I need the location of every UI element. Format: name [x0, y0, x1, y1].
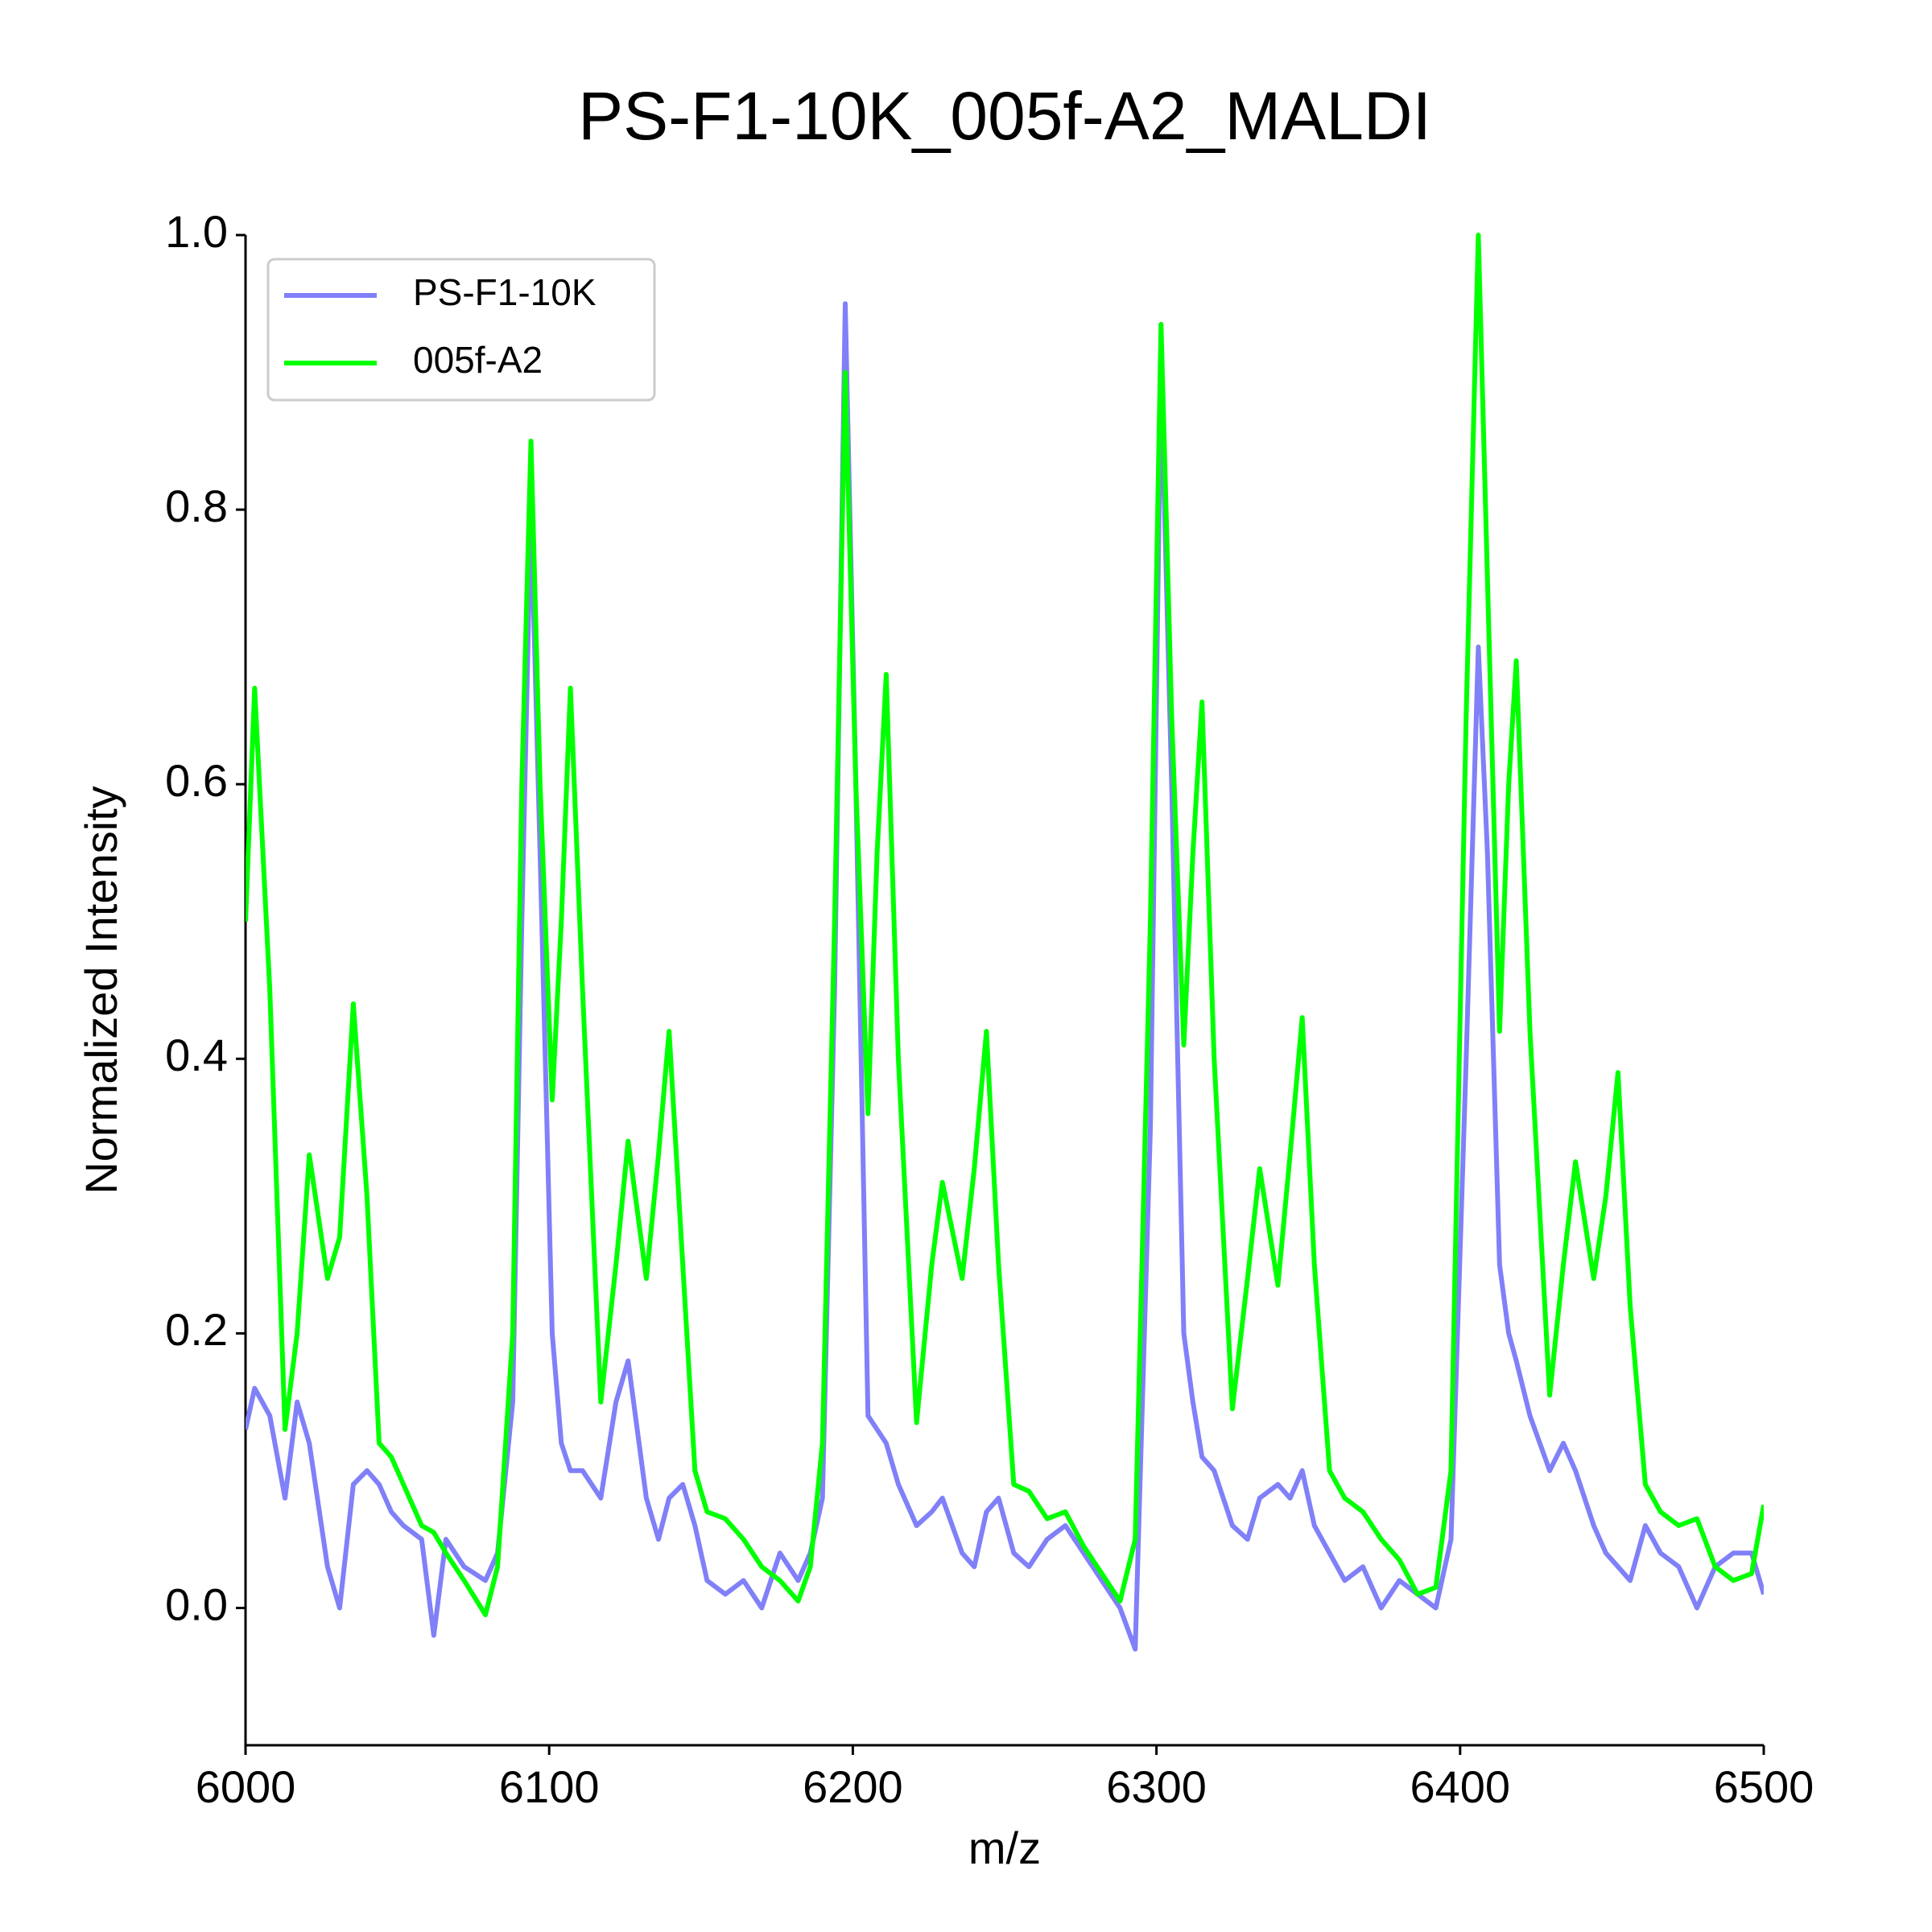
- x-tick-label: 6200: [803, 1761, 903, 1812]
- x-tick-label: 6400: [1410, 1761, 1511, 1812]
- y-axis-label: Normalized Intensity: [76, 786, 126, 1194]
- y-tick-label: 0.8: [165, 481, 228, 531]
- y-tick-label: 1.0: [165, 206, 228, 257]
- x-tick-label: 6000: [196, 1761, 296, 1812]
- legend-label: PS-F1-10K: [413, 271, 597, 313]
- x-tick-label: 6300: [1106, 1761, 1207, 1812]
- y-tick-label: 0.0: [165, 1579, 228, 1629]
- y-tick-label: 0.4: [165, 1030, 228, 1080]
- data-line: [246, 301, 1764, 1652]
- x-tick-label: 6500: [1714, 1761, 1814, 1812]
- y-tick-label: 0.2: [165, 1304, 228, 1355]
- x-tick-label: 6100: [499, 1761, 600, 1812]
- legend-label: 005f-A2: [413, 339, 543, 381]
- data-line: [246, 233, 1764, 1617]
- y-tick-label: 0.6: [165, 755, 228, 806]
- x-axis-label: m/z: [968, 1823, 1041, 1873]
- chart-title: PS-F1-10K_005f-A2_MALDI: [578, 78, 1431, 154]
